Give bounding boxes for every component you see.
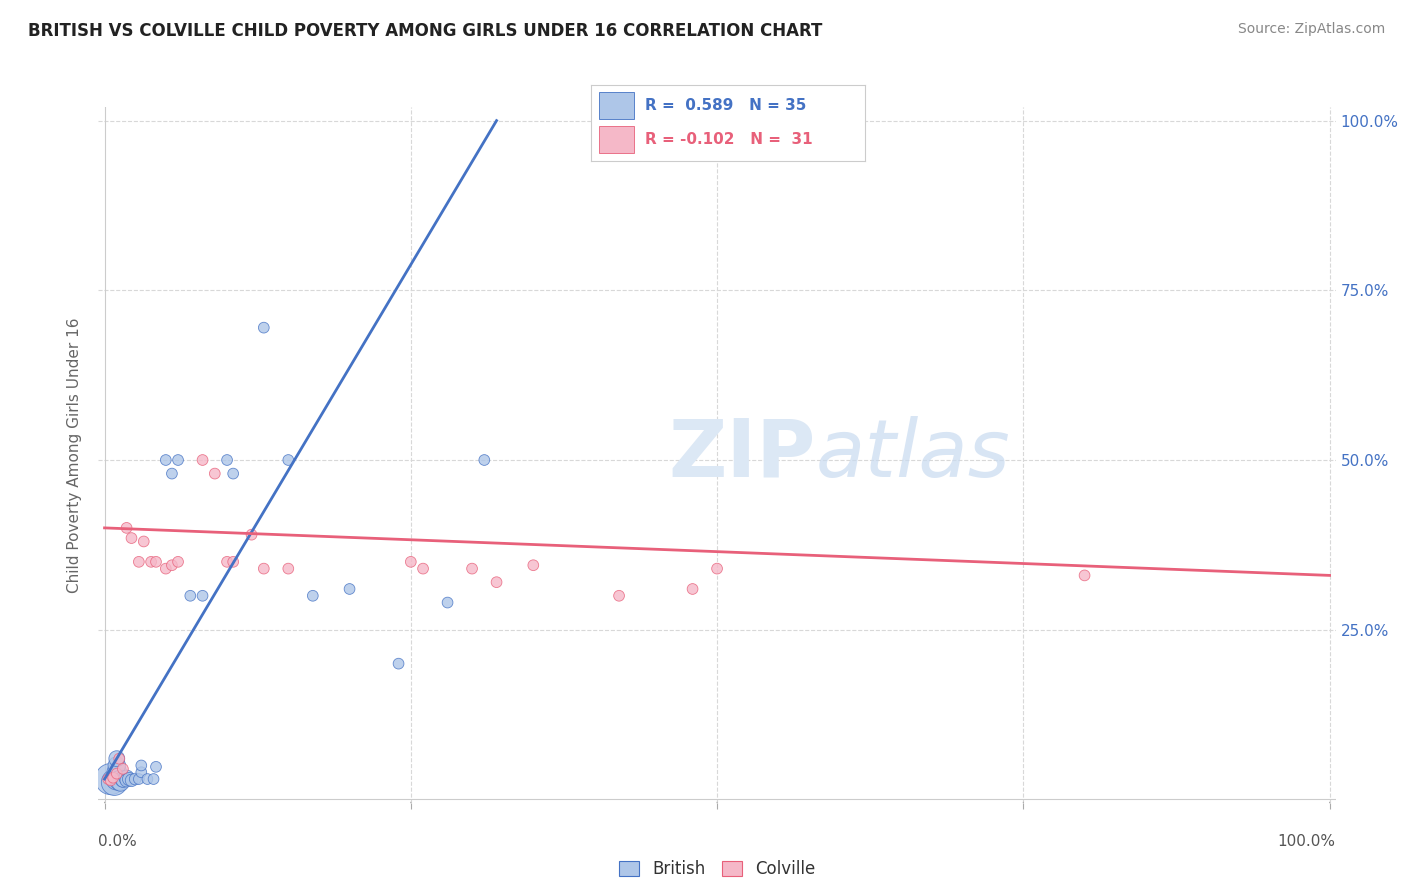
Text: 100.0%: 100.0%: [1278, 834, 1336, 849]
Point: [222, 555, 245, 569]
Point: [100, 772, 122, 786]
Point: [124, 772, 146, 786]
Point: [240, 527, 263, 541]
Bar: [599, 92, 634, 119]
Point: [105, 766, 128, 780]
Point: [111, 762, 134, 776]
Point: [145, 555, 167, 569]
Point: [191, 589, 214, 603]
Point: [121, 773, 143, 788]
Point: [136, 772, 159, 786]
Point: [1073, 568, 1095, 582]
Point: [204, 467, 226, 481]
Bar: [599, 126, 634, 153]
Point: [142, 772, 165, 786]
Point: [108, 773, 131, 788]
Point: [105, 758, 128, 772]
Point: [160, 558, 183, 573]
Point: [222, 467, 245, 481]
Text: BRITISH VS COLVILLE CHILD POVERTY AMONG GIRLS UNDER 16 CORRELATION CHART: BRITISH VS COLVILLE CHILD POVERTY AMONG …: [28, 22, 823, 40]
Point: [111, 772, 134, 786]
Point: [101, 771, 124, 785]
Point: [121, 531, 143, 545]
Point: [167, 453, 190, 467]
Text: atlas: atlas: [815, 416, 1011, 494]
Legend: British, Colville: British, Colville: [612, 854, 823, 885]
Point: [105, 765, 128, 780]
Point: [706, 561, 728, 575]
Point: [105, 772, 128, 786]
Point: [100, 773, 122, 788]
Point: [103, 775, 125, 789]
Point: [339, 582, 361, 596]
Point: [132, 534, 155, 549]
Point: [277, 453, 299, 467]
Point: [412, 561, 434, 575]
Point: [253, 320, 276, 334]
Text: R =  0.589   N = 35: R = 0.589 N = 35: [645, 98, 807, 112]
Point: [179, 589, 201, 603]
Point: [607, 589, 630, 603]
Text: Source: ZipAtlas.com: Source: ZipAtlas.com: [1237, 22, 1385, 37]
Point: [522, 558, 544, 573]
Point: [128, 555, 150, 569]
Point: [387, 657, 409, 671]
Point: [129, 758, 152, 772]
Point: [436, 596, 458, 610]
Point: [110, 775, 132, 789]
Point: [167, 555, 190, 569]
Point: [301, 589, 323, 603]
Point: [129, 765, 152, 780]
Y-axis label: Child Poverty Among Girls Under 16: Child Poverty Among Girls Under 16: [67, 318, 83, 592]
Point: [118, 772, 141, 786]
Text: 0.0%: 0.0%: [98, 834, 138, 849]
Point: [105, 752, 128, 766]
Point: [115, 771, 138, 785]
Point: [155, 453, 177, 467]
Point: [682, 582, 704, 596]
Point: [97, 772, 120, 786]
Point: [111, 773, 134, 788]
Point: [215, 453, 238, 467]
Text: R = -0.102   N =  31: R = -0.102 N = 31: [645, 132, 813, 147]
Point: [277, 561, 299, 575]
Point: [115, 773, 138, 788]
Point: [155, 561, 177, 575]
Point: [139, 555, 162, 569]
Point: [160, 467, 183, 481]
Point: [115, 521, 138, 535]
Point: [472, 453, 495, 467]
Point: [253, 561, 276, 575]
Text: ZIP: ZIP: [669, 416, 815, 494]
Point: [485, 575, 508, 590]
Point: [215, 555, 238, 569]
Point: [461, 561, 484, 575]
Point: [108, 752, 131, 766]
Point: [145, 760, 167, 774]
Point: [128, 772, 150, 786]
Point: [399, 555, 422, 569]
Point: [191, 453, 214, 467]
